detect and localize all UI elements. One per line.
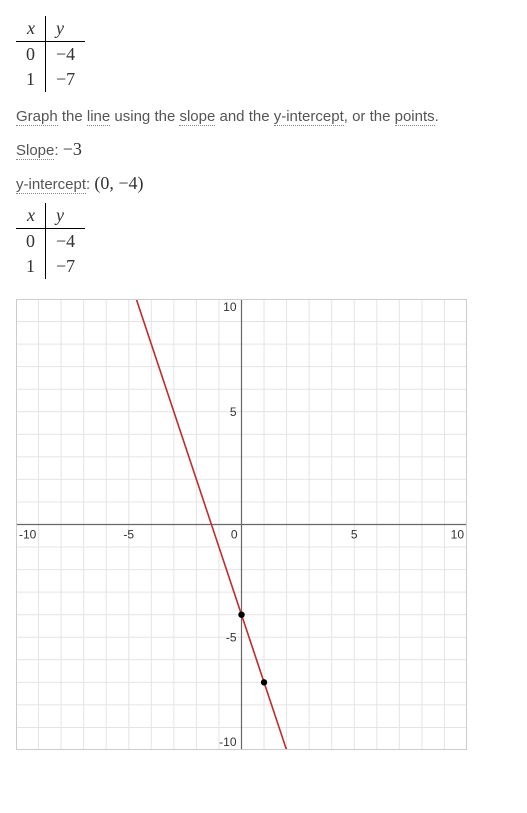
instruction-sentence: Graph the line using the slope and the y… xyxy=(16,104,511,130)
svg-text:10: 10 xyxy=(223,300,237,314)
term-points: points xyxy=(395,108,435,126)
yintercept-line: y-intercept: (0, −4) xyxy=(16,168,511,199)
term-line: line xyxy=(87,108,110,126)
svg-text:10: 10 xyxy=(451,527,465,541)
term-slope: slope xyxy=(179,108,215,126)
svg-text:5: 5 xyxy=(351,527,358,541)
cell-y: −4 xyxy=(46,42,86,68)
graph-container: -10 -5 0 5 10 10 5 -5 -10 xyxy=(16,299,511,750)
yint-value: (0, −4) xyxy=(94,173,143,193)
xy-table-1: x y 0 −4 1 −7 xyxy=(16,16,85,92)
svg-text:-10: -10 xyxy=(219,735,237,749)
cell-y: −7 xyxy=(46,67,86,92)
slope-value: −3 xyxy=(63,139,82,159)
svg-text:0: 0 xyxy=(231,527,238,541)
xy-table-2: x y 0 −4 1 −7 xyxy=(16,203,85,279)
header-y: y xyxy=(46,203,86,229)
cell-x: 1 xyxy=(16,254,46,279)
cell-x: 1 xyxy=(16,67,46,92)
svg-text:-5: -5 xyxy=(226,630,237,644)
slope-line: Slope: −3 xyxy=(16,134,511,165)
term-yintercept: y-intercept xyxy=(274,108,344,126)
svg-text:-5: -5 xyxy=(123,527,134,541)
term-slope-label: Slope xyxy=(16,142,54,160)
svg-text:5: 5 xyxy=(230,404,237,418)
header-y: y xyxy=(46,16,86,42)
header-x: x xyxy=(16,203,46,229)
line-chart: -10 -5 0 5 10 10 5 -5 -10 xyxy=(16,299,467,750)
cell-x: 0 xyxy=(16,228,46,254)
term-graph: Graph xyxy=(16,108,58,126)
term-yint-label: y-intercept xyxy=(16,176,86,194)
cell-y: −4 xyxy=(46,228,86,254)
cell-x: 0 xyxy=(16,42,46,68)
cell-y: −7 xyxy=(46,254,86,279)
svg-text:-10: -10 xyxy=(19,527,37,541)
header-x: x xyxy=(16,16,46,42)
